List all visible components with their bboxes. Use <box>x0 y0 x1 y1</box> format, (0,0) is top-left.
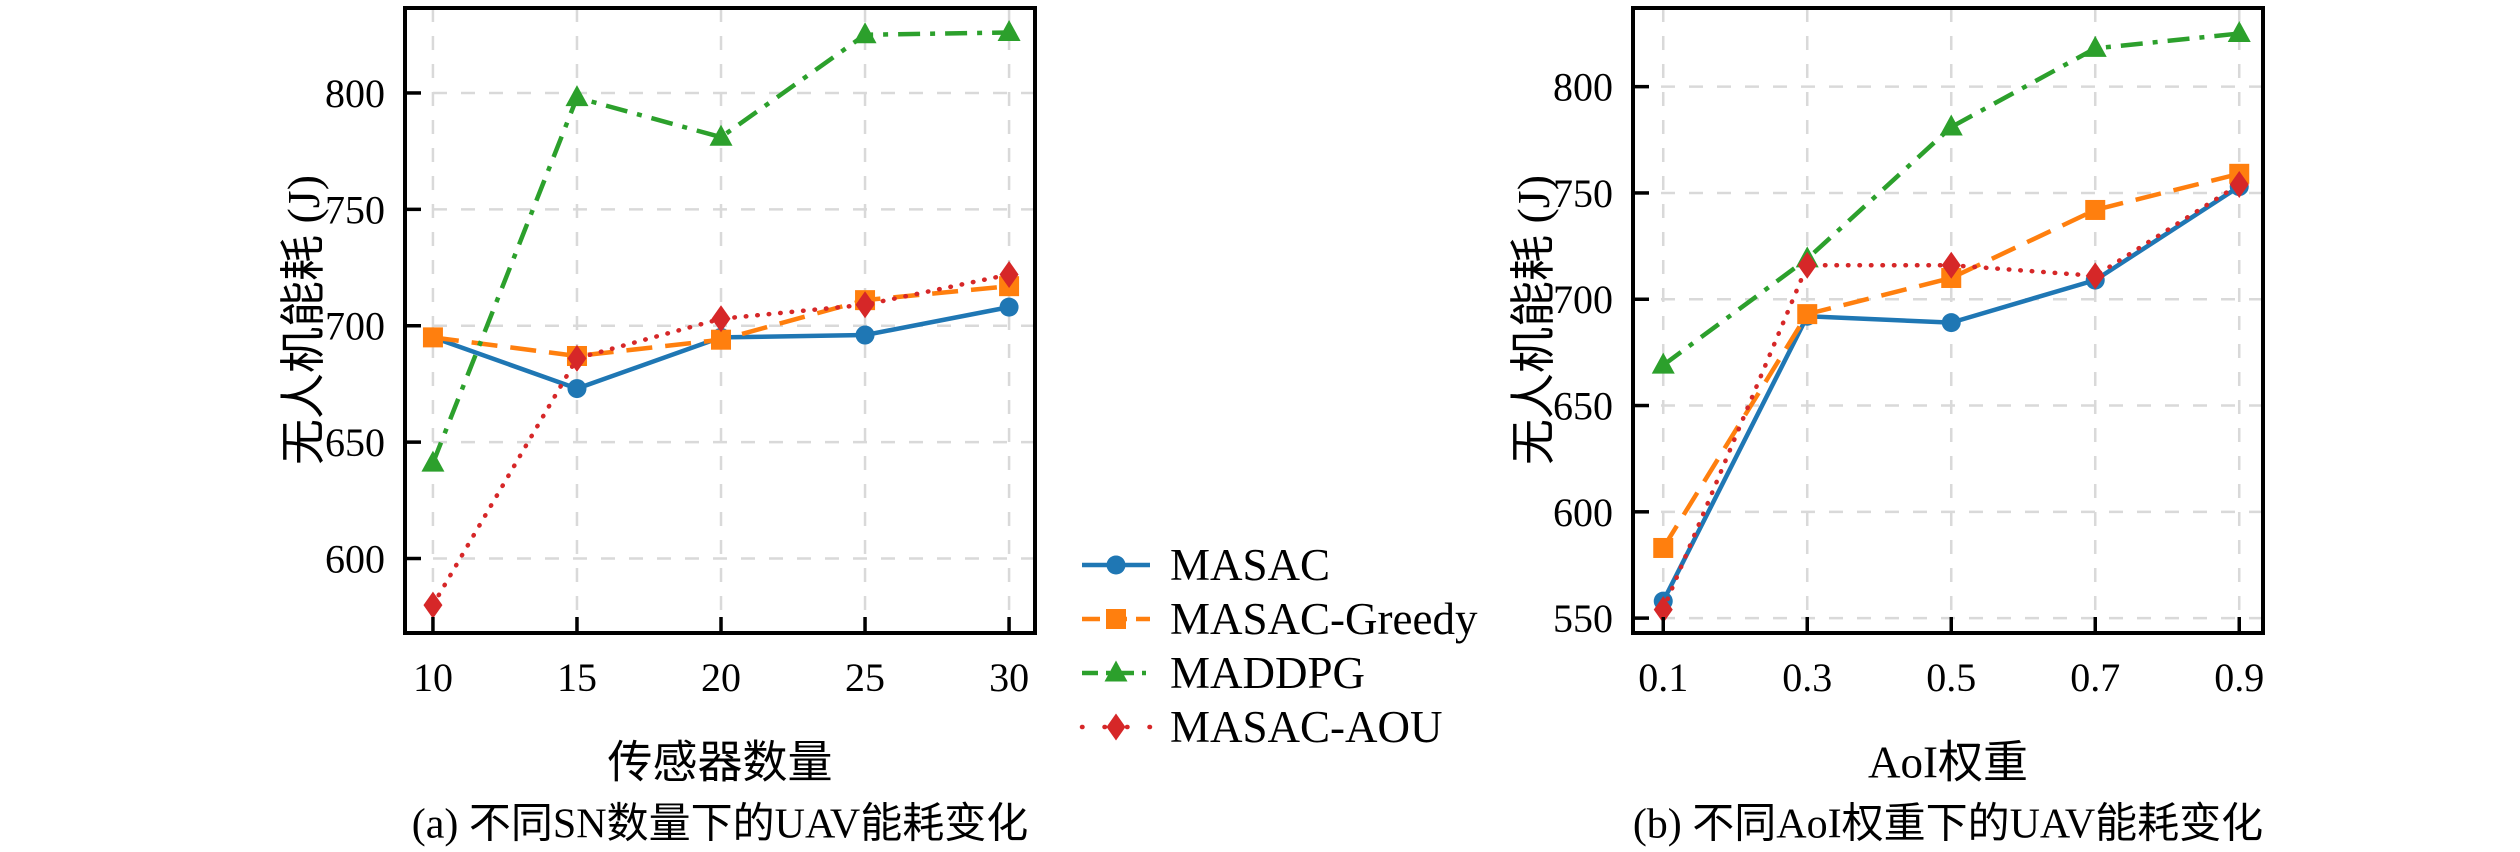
tick-labels: 10 15 20 25 30 600 650 700 750 800 <box>325 71 1029 700</box>
square-marker <box>1653 537 1674 558</box>
y-tick-label: 750 <box>325 187 385 232</box>
legend-line-circle-icon <box>1082 555 1150 575</box>
legend-item-masac: MASAC <box>1078 538 1477 592</box>
legend-label-masac-aou: MASAC-AOU <box>1170 702 1443 752</box>
chart-b-caption: (b) 不同AoI权重下的UAV能耗变化 <box>1632 801 2264 848</box>
triangle-marker <box>1651 352 1675 374</box>
chart-a-xlabel: 传感器数量 <box>607 737 833 788</box>
series-line-masac-greedy <box>1661 171 2240 550</box>
legend-label-maddpg: MADDPG <box>1170 648 1366 698</box>
square-marker <box>422 327 443 348</box>
legend-label-masac-greedy: MASAC-Greedy <box>1170 594 1478 644</box>
chart-a-caption: (a) 不同SN数量下的UAV能耗变化 <box>411 801 1029 848</box>
triangle-marker <box>2083 35 2107 57</box>
circle-marker <box>1106 555 1126 575</box>
tick-labels: 0.1 0.3 0.5 0.7 0.9 550 600 650 700 750 800 <box>1553 65 2264 700</box>
axes <box>403 6 1037 635</box>
y-tick-label: 700 <box>325 304 385 349</box>
x-tick-label: 0.7 <box>2070 655 2120 700</box>
y-tick-label: 650 <box>325 420 385 465</box>
series-line-masac <box>1661 184 2241 603</box>
x-tick-label: 20 <box>701 655 741 700</box>
plot-border <box>1631 6 2265 635</box>
x-tick-label: 15 <box>557 655 597 700</box>
y-tick-label: 600 <box>325 537 385 582</box>
diamond-marker <box>423 591 443 619</box>
y-tick-label: 800 <box>1553 65 1613 110</box>
x-tick-label: 10 <box>413 655 453 700</box>
y-tick-label: 550 <box>1553 596 1613 641</box>
legend: MASAC MASAC-Greedy MADDPG MASAC-AOU <box>1078 538 1477 754</box>
x-tick-label: 0.9 <box>2214 655 2264 700</box>
circle-marker <box>855 325 875 345</box>
triangle-marker <box>853 22 877 44</box>
square-marker <box>1797 304 1818 325</box>
y-tick-label: 600 <box>1553 490 1613 535</box>
square-marker <box>2085 199 2106 220</box>
x-tick-label: 0.5 <box>1926 655 1976 700</box>
diamond-marker <box>855 291 875 319</box>
square-marker <box>711 329 732 350</box>
legend-item-maddpg: MADDPG <box>1078 646 1477 700</box>
y-tick-label: 800 <box>325 71 385 116</box>
axes <box>1631 6 2265 635</box>
series-lines <box>1651 21 2251 624</box>
series-markers-maddpg <box>421 19 1021 472</box>
diamond-marker <box>999 261 1019 289</box>
x-tick-label: 0.1 <box>1638 655 1688 700</box>
chart-b-xlabel: AoI权重 <box>1868 737 2028 788</box>
legend-line-square-icon <box>1082 609 1150 629</box>
triangle-marker <box>997 19 1021 41</box>
x-tick-label: 30 <box>989 655 1029 700</box>
y-tick-label: 750 <box>1553 171 1613 216</box>
circle-marker <box>1941 313 1961 333</box>
triangle-marker <box>1939 114 1963 136</box>
legend-label-masac: MASAC <box>1170 540 1331 590</box>
chart-a-ylabel: 无人机能耗 (J) <box>278 174 329 466</box>
series-line-maddpg <box>430 30 1010 464</box>
triangle-marker <box>565 85 589 107</box>
diamond-marker <box>1653 596 1673 624</box>
chart-b-ylabel: 无人机能耗 (J) <box>1508 174 1559 466</box>
legend-line-diamond-icon <box>1079 713 1153 741</box>
series-lines <box>421 19 1021 619</box>
diamond-marker <box>1941 251 1961 279</box>
series-markers-masac-aou <box>1653 170 2249 624</box>
diamond-marker <box>567 344 587 372</box>
diamond-marker <box>2085 262 2105 290</box>
chart-b-plot: 0.1 0.3 0.5 0.7 0.9 550 600 650 700 750 800 <box>1553 6 2265 700</box>
circle-marker <box>999 297 1019 317</box>
y-tick-label: 650 <box>1553 384 1613 429</box>
triangle-marker <box>709 124 733 146</box>
diamond-marker <box>711 305 731 333</box>
circle-marker <box>567 379 587 399</box>
y-tick-label: 700 <box>1553 277 1613 322</box>
chart-a-plot: 10 15 20 25 30 600 650 700 750 800 <box>325 6 1037 700</box>
triangle-marker <box>2227 21 2251 43</box>
x-tick-label: 0.3 <box>1782 655 1832 700</box>
diamond-marker <box>2229 170 2249 198</box>
legend-item-masac-aou: MASAC-AOU <box>1078 700 1477 754</box>
legend-line-triangle-icon <box>1082 660 1150 682</box>
series-markers-masac-aou <box>423 261 1019 619</box>
triangle-marker <box>421 450 445 472</box>
x-tick-label: 25 <box>845 655 885 700</box>
diamond-marker <box>1797 251 1817 279</box>
legend-item-masac-greedy: MASAC-Greedy <box>1078 592 1477 646</box>
triangle-marker <box>1104 660 1128 682</box>
diamond-marker <box>1106 713 1126 741</box>
series-markers-masac-greedy <box>1653 163 2250 558</box>
square-marker <box>1106 609 1126 629</box>
